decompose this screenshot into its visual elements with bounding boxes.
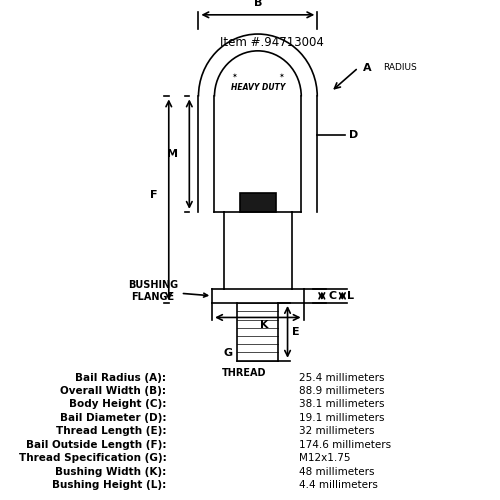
Text: Item #.94713004: Item #.94713004	[220, 36, 324, 50]
Text: K: K	[260, 320, 269, 330]
Text: Bushing Height (L):: Bushing Height (L):	[52, 480, 166, 490]
Text: E: E	[292, 327, 300, 337]
Text: 88.9 millimeters: 88.9 millimeters	[299, 386, 384, 396]
Text: A: A	[363, 62, 372, 72]
Text: C: C	[328, 291, 337, 301]
Text: 48 millimeters: 48 millimeters	[299, 466, 374, 476]
Text: Bail Outside Length (F):: Bail Outside Length (F):	[26, 440, 166, 450]
Text: M: M	[167, 149, 178, 159]
Text: 174.6 millimeters: 174.6 millimeters	[299, 440, 391, 450]
Text: 25.4 millimeters: 25.4 millimeters	[299, 372, 384, 382]
Text: BUSHING
FLANGE: BUSHING FLANGE	[128, 280, 208, 302]
Text: Bail Diameter (D):: Bail Diameter (D):	[60, 413, 166, 423]
Text: G: G	[224, 348, 232, 358]
Text: 32 millimeters: 32 millimeters	[299, 426, 374, 436]
Text: F: F	[150, 190, 158, 200]
Text: ✶: ✶	[279, 73, 284, 79]
Text: RADIUS: RADIUS	[384, 63, 417, 72]
Text: M12x1.75: M12x1.75	[299, 453, 350, 463]
Text: Body Height (C):: Body Height (C):	[69, 400, 166, 409]
Text: ✶: ✶	[231, 73, 237, 79]
Text: B: B	[254, 0, 262, 8]
Text: 4.4 millimeters: 4.4 millimeters	[299, 480, 378, 490]
Text: Thread Length (E):: Thread Length (E):	[56, 426, 166, 436]
Text: Bushing Width (K):: Bushing Width (K):	[55, 466, 166, 476]
Text: L: L	[347, 291, 354, 301]
Text: HEAVY DUTY: HEAVY DUTY	[230, 83, 285, 92]
Polygon shape	[240, 192, 276, 212]
Text: 19.1 millimeters: 19.1 millimeters	[299, 413, 384, 423]
Text: Bail Radius (A):: Bail Radius (A):	[76, 372, 166, 382]
Text: 38.1 millimeters: 38.1 millimeters	[299, 400, 384, 409]
Text: THREAD: THREAD	[222, 368, 266, 378]
Text: Overall Width (B):: Overall Width (B):	[60, 386, 166, 396]
Text: Thread Specification (G):: Thread Specification (G):	[18, 453, 167, 463]
Text: D: D	[349, 130, 358, 140]
